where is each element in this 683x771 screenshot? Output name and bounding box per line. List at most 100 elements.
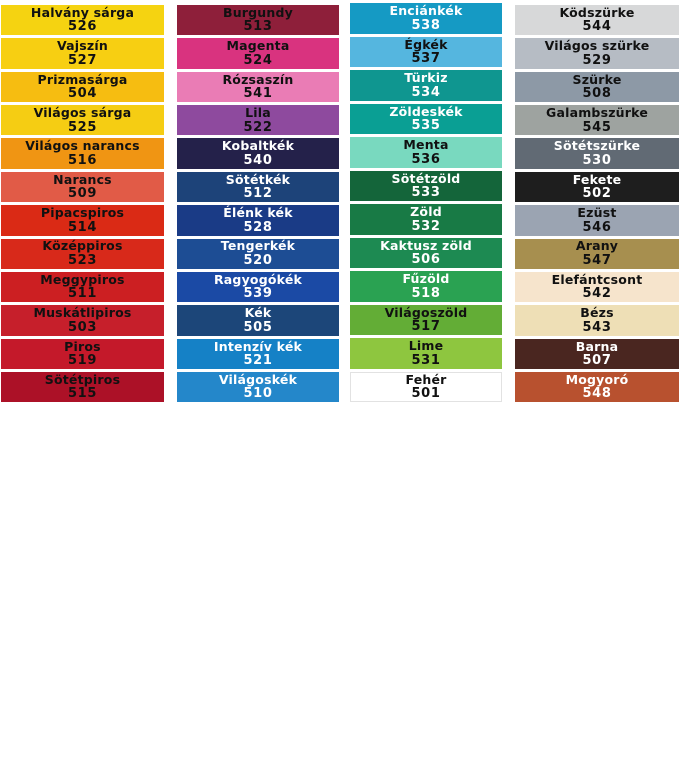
color-swatch[interactable]: Világos szürke 529 xyxy=(515,38,679,69)
color-swatch[interactable]: Kék 505 xyxy=(177,305,339,336)
swatch-code: 525 xyxy=(68,119,97,135)
color-swatch[interactable]: Türkiz 534 xyxy=(350,70,502,101)
color-swatch[interactable]: Ködszürke 544 xyxy=(515,5,679,36)
color-swatch[interactable]: Világoszöld 517 xyxy=(350,304,502,336)
color-swatch[interactable]: Zöldeskék 535 xyxy=(350,103,502,135)
swatch-code: 538 xyxy=(411,17,441,33)
swatch-code: 541 xyxy=(243,86,273,102)
swatch-code: 540 xyxy=(243,152,273,168)
color-swatch[interactable]: Piros 519 xyxy=(1,338,164,369)
swatch-name: Kobaltkék xyxy=(221,138,295,154)
color-swatch[interactable]: Égkék 537 xyxy=(350,36,502,68)
swatch-name: Elefántcsont xyxy=(551,271,643,287)
color-swatch[interactable]: Meggypiros 511 xyxy=(1,271,164,303)
cyans-greens-column: Enciánkék 538 Égkék 537 Türkiz 534 Zöldeskék 53… xyxy=(347,0,512,408)
swatch-name: Lila xyxy=(245,105,271,120)
swatch-name: Világoskék xyxy=(218,372,298,387)
color-swatch[interactable]: Barna 507 xyxy=(515,338,679,369)
color-swatch[interactable]: Sötétszürke 530 xyxy=(515,138,679,169)
swatch-code: 508 xyxy=(582,86,612,102)
color-swatch[interactable]: Vajszín 527 xyxy=(1,38,164,69)
greys-neutrals-browns-column: Ködszürke 544 Világos szürke 529 Szürke 508 Ga… xyxy=(512,0,683,408)
color-swatch[interactable]: Galambszürke 545 xyxy=(515,105,679,136)
swatch-code: 512 xyxy=(243,186,273,202)
swatch-code: 539 xyxy=(243,286,273,302)
color-swatch[interactable]: Kaktusz zöld 506 xyxy=(350,237,502,269)
swatch-code: 521 xyxy=(243,353,273,369)
swatch-name: Sötétzöld xyxy=(391,170,461,186)
swatch-name: Galambszürke xyxy=(545,105,649,120)
swatch-name: Piros xyxy=(64,338,101,354)
color-swatch[interactable]: Ragyogókék 539 xyxy=(177,271,339,303)
swatch-code: 528 xyxy=(243,219,273,235)
color-swatch[interactable]: Bézs 543 xyxy=(515,305,679,336)
color-swatch[interactable]: Intenzív kék 521 xyxy=(177,338,339,369)
swatch-name: Enciánkék xyxy=(389,3,463,18)
color-swatch[interactable]: Kobaltkék 540 xyxy=(177,138,339,169)
color-swatch[interactable]: Pipacspiros 514 xyxy=(1,205,164,236)
color-swatch[interactable]: Narancs 509 xyxy=(1,171,164,203)
swatch-code: 516 xyxy=(68,152,97,168)
swatch-code: 546 xyxy=(582,219,612,235)
swatch-code: 532 xyxy=(411,218,441,234)
swatch-name: Középpiros xyxy=(42,238,123,254)
color-swatch[interactable]: Mogyoró 548 xyxy=(515,372,679,403)
color-swatch[interactable]: Sötétpiros 515 xyxy=(1,372,164,403)
color-swatch[interactable]: Halvány sárga 526 xyxy=(1,5,164,36)
color-swatch[interactable]: Fűzöld 518 xyxy=(350,271,502,302)
swatch-code: 548 xyxy=(582,386,612,402)
color-swatch[interactable]: Arany 547 xyxy=(515,238,679,269)
color-swatch[interactable]: Középpiros 523 xyxy=(1,238,164,269)
swatch-code: 535 xyxy=(411,118,441,134)
color-swatch[interactable]: Menta 536 xyxy=(350,137,502,168)
swatch-code: 502 xyxy=(582,186,612,202)
swatch-name: Világos narancs xyxy=(25,138,140,154)
swatch-code: 522 xyxy=(243,119,273,135)
color-swatch[interactable]: Muskátlipiros 503 xyxy=(1,305,164,336)
swatch-name: Ragyogókék xyxy=(213,271,303,287)
color-swatch[interactable]: Sötétzöld 533 xyxy=(350,170,502,202)
color-swatch[interactable]: Világoskék 510 xyxy=(177,372,339,403)
swatch-code: 531 xyxy=(411,352,441,368)
swatch-code: 507 xyxy=(582,353,612,369)
color-swatch[interactable]: Elefántcsont 542 xyxy=(515,271,679,303)
swatch-code: 509 xyxy=(68,186,97,202)
swatch-name: Fekete xyxy=(572,171,622,187)
color-swatch[interactable]: Rózsaszín 541 xyxy=(177,71,339,103)
swatch-code: 526 xyxy=(68,19,97,35)
swatch-name: Rózsaszín xyxy=(222,71,294,87)
swatch-code: 544 xyxy=(582,19,612,35)
color-swatch[interactable]: Fehér 501 xyxy=(350,371,502,403)
swatch-name: Sötétkék xyxy=(225,171,291,187)
color-swatch[interactable]: Élénk kék 528 xyxy=(177,205,339,236)
swatch-name: Barna xyxy=(575,338,619,354)
swatch-code: 545 xyxy=(582,119,612,135)
swatch-code: 537 xyxy=(411,51,441,67)
color-swatch[interactable]: Prizmasárga 504 xyxy=(1,71,164,103)
color-swatch[interactable]: Ezüst 546 xyxy=(515,205,679,236)
swatch-code: 513 xyxy=(243,19,273,35)
color-swatch[interactable]: Enciánkék 538 xyxy=(350,3,502,34)
color-swatch[interactable]: Magenta 524 xyxy=(177,38,339,69)
color-swatch[interactable]: Világos narancs 516 xyxy=(1,138,164,169)
swatch-code: 533 xyxy=(411,185,441,201)
color-swatch[interactable]: Zöld 532 xyxy=(350,204,502,235)
swatch-name: Fehér xyxy=(405,371,447,387)
color-swatch[interactable]: Sötétkék 512 xyxy=(177,171,339,203)
color-swatch[interactable]: Burgundy 513 xyxy=(177,5,339,36)
color-swatch[interactable]: Világos sárga 525 xyxy=(1,105,164,136)
swatch-name: Élénk kék xyxy=(223,205,293,221)
color-swatch[interactable]: Lime 531 xyxy=(350,338,502,369)
color-swatch[interactable]: Lila 522 xyxy=(177,105,339,136)
swatch-name: Világos sárga xyxy=(33,105,132,120)
swatch-name: Meggypiros xyxy=(40,271,125,287)
swatch-name: Sötétpiros xyxy=(44,372,121,387)
color-swatch[interactable]: Tengerkék 520 xyxy=(177,238,339,269)
swatch-code: 536 xyxy=(411,151,441,167)
swatch-code: 517 xyxy=(411,319,441,335)
swatch-name: Bézs xyxy=(580,305,614,321)
color-swatch[interactable]: Fekete 502 xyxy=(515,171,679,203)
color-swatch[interactable]: Szürke 508 xyxy=(515,71,679,103)
swatch-name: Menta xyxy=(403,137,449,153)
